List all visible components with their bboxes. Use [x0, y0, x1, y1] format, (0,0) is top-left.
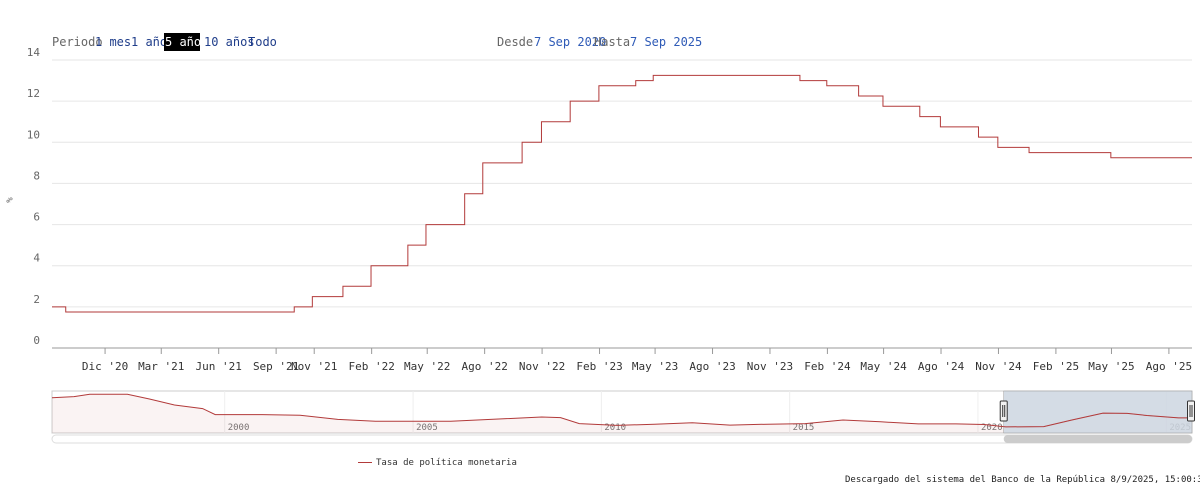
y-tick-label: 6	[33, 211, 40, 224]
range-button-1-month[interactable]: 1 mes	[95, 35, 132, 49]
scrollbar-thumb[interactable]	[1003, 435, 1192, 443]
y-tick-label: 4	[33, 252, 40, 265]
y-tick-label: 2	[33, 293, 40, 306]
x-tick-label: Nov '24	[975, 360, 1022, 373]
x-tick-label: Feb '23	[576, 360, 622, 373]
x-tick-label: Ago '24	[918, 360, 965, 373]
from-label: Desde	[497, 35, 534, 49]
navigator-handle-left[interactable]	[999, 400, 1008, 422]
x-tick-label: Nov '21	[291, 360, 337, 373]
x-tick-label: Feb '22	[348, 360, 394, 373]
x-tick-label: Feb '24	[804, 360, 851, 373]
series-line-policy-rate	[52, 74, 1192, 313]
x-tick-label: Ago '23	[689, 360, 735, 373]
to-date-input[interactable]: 7 Sep 2025	[630, 35, 703, 49]
y-axis-ticks: 0 2 4 6 8 10 12 14	[27, 46, 41, 347]
to-label: Hasta	[594, 35, 631, 49]
range-button-1-year[interactable]: 1 año	[131, 35, 168, 49]
navigator-selection[interactable]	[1003, 390, 1193, 434]
y-tick-label: 12	[27, 87, 40, 100]
navigator-tick-label: 2005	[416, 423, 438, 433]
navigator[interactable]: 200020052010201520202025	[51, 390, 1195, 444]
range-button-10-years[interactable]: 10 años	[204, 35, 255, 49]
legend-swatch	[358, 462, 372, 463]
x-tick-label: Ago '22	[461, 360, 507, 373]
x-tick-label: Nov '22	[519, 360, 565, 373]
from-date-input[interactable]: 7 Sep 2020	[534, 35, 607, 49]
x-tick-label: Mar '21	[138, 360, 184, 373]
navigator-tick-label: 2010	[604, 423, 626, 433]
x-tick-label: May '22	[404, 360, 450, 373]
navigator-tick-label: 2000	[228, 423, 250, 433]
range-button-all[interactable]: Todo	[248, 35, 277, 49]
navigator-series-line-selected	[1003, 412, 1192, 428]
x-tick-label: Feb '25	[1033, 360, 1079, 373]
x-tick-label: Jun '21	[196, 360, 242, 373]
rate-chart: 0 2 4 6 8 10 12 14 Dic '20 Mar '21 Jun '21 Sep '21…	[27, 46, 1195, 444]
x-tick-label: Ago '25	[1146, 360, 1192, 373]
legend[interactable]: Tasa de política monetaria	[358, 458, 517, 468]
navigator-tick-label: 2020	[981, 423, 1003, 433]
x-tick-label: Dic '20	[82, 360, 128, 373]
x-tick-label: Sep '21	[253, 360, 299, 373]
x-tick-label: May '23	[632, 360, 678, 373]
period-label: Periodo	[52, 35, 103, 49]
x-tick-label: May '24	[860, 360, 907, 373]
credits: Descargado del sistema del Banco de la R…	[845, 475, 1200, 485]
x-tick-label: Nov '23	[747, 360, 793, 373]
legend-item-policy-rate: Tasa de política monetaria	[376, 458, 517, 468]
navigator-tick-label: 2015	[793, 423, 815, 433]
y-tick-label: 14	[27, 46, 41, 59]
y-tick-label: 0	[33, 334, 40, 347]
y-tick-label: 8	[33, 169, 40, 182]
grid-lines	[52, 59, 1192, 349]
y-tick-label: 10	[27, 128, 40, 141]
x-tick-label: May '25	[1088, 360, 1134, 373]
range-button-5-years[interactable]: 5 años	[164, 33, 200, 51]
navigator-handle-right[interactable]	[1187, 400, 1195, 422]
